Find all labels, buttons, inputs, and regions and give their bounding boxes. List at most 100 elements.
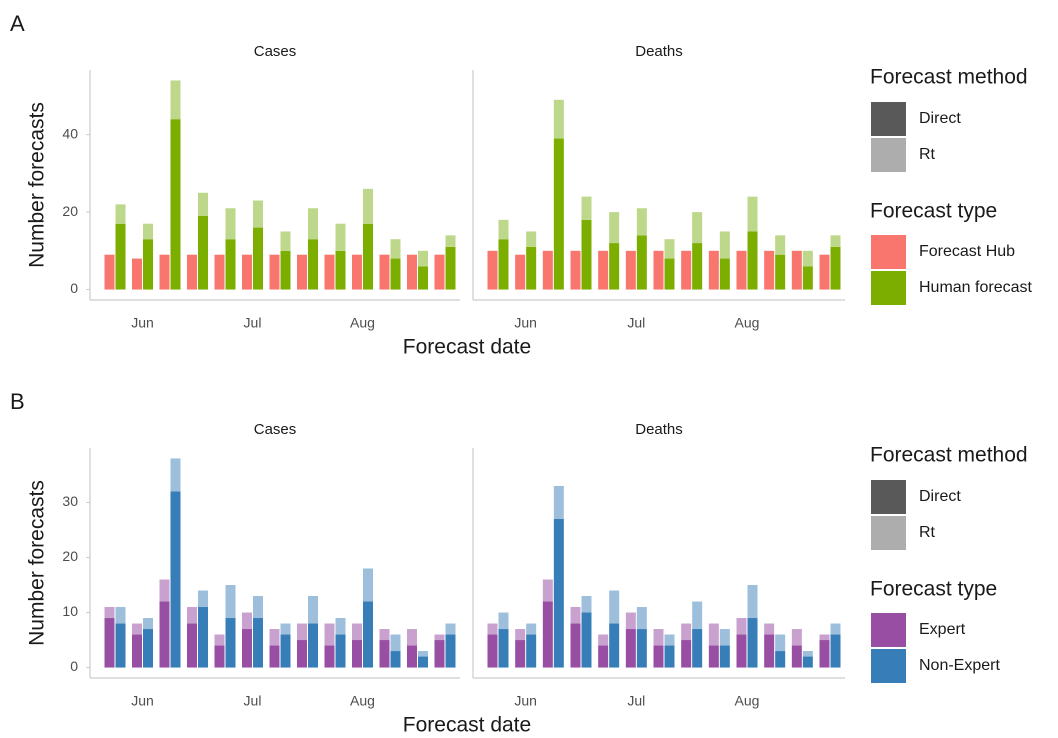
panel-title: Cases — [254, 43, 297, 60]
bar — [681, 250, 692, 290]
bar — [570, 607, 581, 624]
y-axis-title: Number forecasts — [26, 480, 49, 646]
bar — [791, 629, 802, 646]
bar — [791, 250, 802, 290]
bar — [418, 656, 428, 668]
bar — [297, 640, 307, 668]
bar — [297, 254, 307, 290]
legend-swatch — [871, 649, 906, 683]
bar — [664, 258, 675, 290]
bar — [515, 640, 526, 668]
bar — [526, 231, 537, 247]
bar — [819, 634, 830, 641]
bar — [581, 612, 592, 668]
x-tick-label: Jul — [244, 315, 262, 331]
bar — [418, 266, 428, 290]
bar — [390, 651, 401, 668]
bar — [802, 656, 813, 668]
bar — [664, 239, 675, 259]
bar — [609, 243, 620, 290]
bar — [445, 235, 456, 247]
bar — [280, 250, 291, 290]
bar — [308, 239, 318, 290]
bar — [242, 254, 252, 290]
bar — [104, 618, 115, 668]
bar — [636, 629, 647, 668]
bar — [214, 645, 225, 668]
bar — [526, 246, 537, 290]
bar — [390, 258, 401, 290]
bar — [280, 623, 291, 635]
bar — [515, 254, 526, 290]
legend-swatch — [871, 235, 906, 269]
bar — [681, 640, 692, 668]
bar — [335, 223, 346, 251]
bar — [598, 645, 609, 668]
bar — [636, 208, 647, 236]
bar — [253, 596, 263, 619]
bar — [352, 640, 362, 668]
bar — [830, 634, 841, 668]
legend-swatch — [871, 516, 906, 550]
bar — [434, 640, 445, 668]
bar — [609, 623, 620, 668]
bar — [407, 629, 417, 646]
bar — [802, 651, 813, 657]
bar — [363, 223, 373, 290]
bar — [390, 239, 401, 259]
bar — [104, 607, 115, 619]
bar — [143, 239, 153, 290]
bar — [764, 623, 775, 635]
bar — [775, 235, 786, 255]
bar — [143, 629, 153, 668]
bar — [214, 634, 225, 646]
bar — [308, 596, 318, 624]
bar — [379, 640, 390, 668]
bar — [764, 634, 775, 668]
x-tick-label: Jul — [627, 693, 645, 709]
bar — [526, 634, 537, 668]
panel-title: Deaths — [635, 421, 683, 438]
bar — [515, 629, 526, 641]
legend-label: Non-Expert — [919, 657, 1000, 674]
bar — [653, 645, 664, 668]
bar — [434, 634, 445, 641]
bar — [775, 651, 786, 668]
y-tick-label: 20 — [62, 548, 78, 564]
bar — [143, 618, 153, 630]
bar — [115, 607, 126, 624]
bar — [159, 601, 170, 668]
bar — [242, 612, 252, 630]
bar — [379, 629, 390, 641]
bar — [708, 645, 719, 668]
bar — [253, 227, 263, 290]
bar — [581, 596, 592, 613]
bar — [708, 250, 719, 290]
legend-label: Expert — [919, 621, 966, 638]
bar — [159, 579, 170, 602]
bar — [830, 623, 841, 635]
bar — [269, 254, 280, 290]
x-tick-label: Aug — [735, 315, 760, 331]
bar — [542, 579, 553, 602]
bar — [253, 200, 263, 228]
bar — [487, 250, 498, 290]
bar — [708, 623, 719, 646]
bar — [581, 196, 592, 220]
bar — [170, 491, 181, 668]
bar — [664, 645, 675, 668]
bar — [775, 254, 786, 290]
bar — [736, 250, 747, 290]
bar — [542, 601, 553, 668]
bar — [681, 623, 692, 641]
x-tick-label: Jun — [514, 315, 537, 331]
bar — [170, 80, 181, 120]
bar — [308, 623, 318, 668]
bar — [390, 634, 401, 652]
bar — [736, 634, 747, 668]
bar — [636, 235, 647, 290]
bar — [170, 119, 181, 290]
bar — [498, 219, 509, 240]
legend-title: Forecast type — [870, 200, 997, 223]
bar — [159, 254, 170, 290]
